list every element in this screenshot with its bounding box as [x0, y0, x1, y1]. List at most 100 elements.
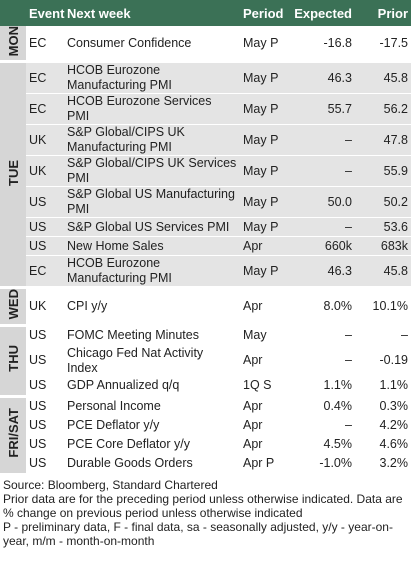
- event-cell: CPI y/y: [64, 287, 240, 327]
- expected-cell: 8.0%: [290, 287, 355, 327]
- event-cell: FOMC Meeting Minutes: [64, 325, 240, 346]
- region-cell: EC: [26, 93, 64, 126]
- prior-cell: 3.2%: [355, 454, 411, 476]
- table-row: US Chicago Fed Nat Activity Index Apr – -0.1…: [0, 345, 411, 377]
- period-cell: Apr: [240, 416, 290, 436]
- period-cell: May P: [240, 61, 290, 95]
- prior-cell: 56.2: [355, 93, 411, 126]
- expected-cell: 0.4%: [290, 396, 355, 417]
- table-row: US GDP Annualized q/q 1Q S 1.1% 1.1%: [0, 376, 411, 398]
- region-cell: US: [26, 376, 64, 398]
- expected-cell: –: [290, 217, 355, 238]
- calendar-table: Event Next week Period Expected Prior MO…: [0, 0, 411, 476]
- event-cell: New Home Sales: [64, 236, 240, 257]
- table-row: UK S&P Global/CIPS UK Manufacturing PMI Ma…: [0, 124, 411, 157]
- region-cell: US: [26, 396, 64, 417]
- expected-cell: 55.7: [290, 93, 355, 126]
- footnote: Prior data are for the preceding period …: [3, 491, 403, 520]
- table-row: FRI/SAT US Personal Income Apr 0.4% 0.3%: [0, 396, 411, 476]
- expected-cell: 1.1%: [290, 376, 355, 398]
- table-row: US S&P Global US Manufacturing PMI May P 50…: [0, 186, 411, 219]
- prior-cell: –: [355, 325, 411, 346]
- table-row: US PCE Core Deflator y/y Apr 4.5% 4.6%: [0, 435, 411, 455]
- table-row: EC HCOB Eurozone Services PMI May P 55.7 56.…: [0, 93, 411, 126]
- event-cell: PCE Core Deflator y/y: [64, 435, 240, 455]
- expected-cell: –: [290, 155, 355, 188]
- expected-cell: 46.3: [290, 61, 355, 95]
- expected-cell: 46.3: [290, 255, 355, 290]
- table-row: UK S&P Global/CIPS UK Services PMI May P –5…: [0, 155, 411, 188]
- region-cell: US: [26, 325, 64, 346]
- period-cell: Apr: [240, 236, 290, 257]
- event-cell: S&P Global US Manufacturing PMI: [64, 186, 240, 219]
- prior-cell: 683k: [355, 236, 411, 257]
- header-cell: Prior: [355, 0, 411, 26]
- period-cell: May P: [240, 255, 290, 290]
- day-cell: FRI/SAT: [0, 396, 26, 476]
- prior-cell: 47.8: [355, 124, 411, 157]
- period-cell: May P: [240, 26, 290, 64]
- header-cell: [0, 0, 26, 26]
- prior-cell: 45.8: [355, 255, 411, 290]
- header-cell: Next week: [64, 0, 240, 26]
- prior-cell: 1.1%: [355, 376, 411, 398]
- header-cell: Expected: [290, 0, 355, 26]
- day-label: MON: [5, 26, 21, 57]
- event-cell: Chicago Fed Nat Activity Index: [64, 345, 240, 377]
- prior-cell: 10.1%: [355, 287, 411, 327]
- period-cell: Apr: [240, 287, 290, 327]
- event-cell: GDP Annualized q/q: [64, 376, 240, 398]
- expected-cell: -1.0%: [290, 454, 355, 476]
- expected-cell: –: [290, 124, 355, 157]
- expected-cell: 660k: [290, 236, 355, 257]
- prior-cell: 0.3%: [355, 396, 411, 417]
- event-cell: S&P Global US Services PMI: [64, 217, 240, 238]
- day-cell: MON: [0, 26, 26, 64]
- expected-cell: -16.8: [290, 26, 355, 64]
- event-cell: HCOB Eurozone Manufacturing PMI: [64, 61, 240, 95]
- prior-cell: 50.2: [355, 186, 411, 219]
- event-cell: HCOB Eurozone Services PMI: [64, 93, 240, 126]
- prior-cell: 55.9: [355, 155, 411, 188]
- table-body: MON EC Consumer Confidence May P -16.8 -17.5 T…: [0, 26, 411, 476]
- day-cell: TUE: [0, 61, 26, 290]
- expected-cell: –: [290, 345, 355, 377]
- event-cell: Durable Goods Orders: [64, 454, 240, 476]
- prior-cell: -17.5: [355, 26, 411, 64]
- region-cell: US: [26, 236, 64, 257]
- period-cell: Apr P: [240, 454, 290, 476]
- period-cell: Apr: [240, 345, 290, 377]
- period-cell: Apr: [240, 435, 290, 455]
- prior-cell: -0.19: [355, 345, 411, 377]
- header-row: Event Next week Period Expected Prior: [0, 0, 411, 26]
- period-cell: May: [240, 325, 290, 346]
- period-cell: May P: [240, 155, 290, 188]
- day-cell: WED: [0, 287, 26, 327]
- period-cell: May P: [240, 124, 290, 157]
- region-cell: US: [26, 186, 64, 219]
- expected-cell: 4.5%: [290, 435, 355, 455]
- table-row: TUE EC HCOB Eurozone Manufacturing PMI May …: [0, 61, 411, 290]
- region-cell: US: [26, 454, 64, 476]
- event-cell: Personal Income: [64, 396, 240, 417]
- prior-cell: 4.6%: [355, 435, 411, 455]
- day-label: THU: [5, 345, 21, 373]
- table-row: THU US FOMC Meeting Minutes May – –: [0, 325, 411, 398]
- prior-cell: 4.2%: [355, 416, 411, 436]
- table-row: US Durable Goods Orders Apr P -1.0% 3.2%: [0, 454, 411, 476]
- period-cell: May P: [240, 186, 290, 219]
- expected-cell: –: [290, 325, 355, 346]
- period-cell: May P: [240, 217, 290, 238]
- region-cell: EC: [26, 255, 64, 290]
- event-cell: S&P Global/CIPS UK Manufacturing PMI: [64, 124, 240, 157]
- region-cell: US: [26, 416, 64, 436]
- day-label: FRI/SAT: [5, 408, 21, 458]
- footer: Source: Bloomberg, Standard Chartered Pri…: [0, 476, 411, 548]
- table-row: US PCE Deflator y/y Apr –4.2%: [0, 416, 411, 436]
- prior-cell: 45.8: [355, 61, 411, 95]
- event-cell: HCOB Eurozone Manufacturing PMI: [64, 255, 240, 290]
- header-cell: Event: [26, 0, 64, 26]
- period-cell: May P: [240, 93, 290, 126]
- region-cell: US: [26, 217, 64, 238]
